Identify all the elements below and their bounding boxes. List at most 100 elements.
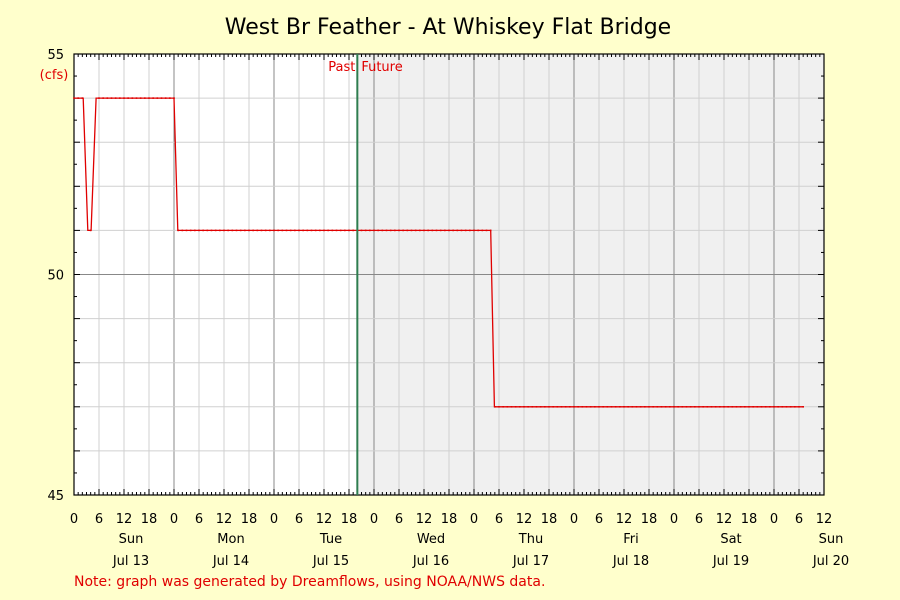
flow-point	[264, 229, 267, 232]
past-label: Past	[328, 60, 355, 75]
flow-point	[669, 406, 671, 408]
x-hour-label: 6	[595, 512, 603, 527]
flow-point	[144, 97, 146, 99]
weekday-label: Mon	[217, 532, 244, 547]
flow-point	[614, 406, 617, 408]
flow-point	[406, 229, 409, 232]
flow-point	[369, 229, 371, 232]
flow-point	[706, 406, 709, 408]
flow-point	[748, 406, 750, 408]
flow-point	[589, 406, 592, 408]
flow-point	[781, 406, 784, 408]
flow-point	[802, 406, 804, 408]
flow-point	[664, 406, 667, 408]
flow-point	[560, 406, 563, 408]
flow-point	[481, 229, 484, 232]
flow-point	[510, 406, 513, 408]
flow-point	[464, 229, 467, 232]
flow-point	[114, 97, 117, 99]
flow-point	[235, 229, 238, 232]
series-layer	[73, 97, 804, 408]
flow-point	[327, 229, 329, 232]
now-marker: Past Future	[328, 54, 403, 495]
flow-point	[148, 97, 150, 99]
flow-point	[373, 229, 375, 232]
flow-series-line	[74, 97, 804, 408]
flow-point	[189, 229, 192, 232]
flow-point	[452, 229, 454, 232]
flow-point	[502, 406, 504, 408]
flow-point	[289, 229, 292, 232]
flow-point	[581, 406, 584, 408]
flow-point	[181, 229, 184, 232]
flow-point	[723, 406, 725, 408]
flow-point	[160, 97, 163, 99]
flow-point	[456, 229, 459, 232]
flow-point	[469, 229, 471, 232]
flow-point	[731, 406, 734, 408]
flow-point	[102, 97, 104, 99]
flow-point	[360, 229, 363, 232]
flow-point	[223, 229, 225, 232]
flow-point	[477, 229, 479, 232]
flow-point	[269, 229, 271, 232]
flow-point	[177, 229, 179, 232]
x-hour-label: 12	[616, 512, 633, 527]
flow-point	[194, 229, 196, 232]
flow-point	[577, 406, 579, 408]
flow-point	[760, 406, 763, 408]
flow-point	[635, 406, 638, 408]
flow-point	[602, 406, 604, 408]
flow-point	[652, 406, 654, 408]
flow-point	[281, 229, 284, 232]
flow-point	[656, 406, 659, 408]
flow-point	[619, 406, 621, 408]
flow-point	[585, 406, 588, 408]
flow-point	[785, 406, 788, 408]
x-hour-label: 12	[516, 512, 533, 527]
x-hour-label: 0	[170, 512, 178, 527]
flow-point	[139, 97, 142, 99]
flow-point	[398, 229, 400, 232]
x-hour-label: 6	[795, 512, 803, 527]
weekday-label: Sun	[119, 532, 144, 547]
flow-point	[210, 229, 213, 232]
flow-point	[606, 406, 609, 408]
flow-point	[435, 229, 438, 232]
flow-point	[627, 406, 629, 408]
flow-point	[639, 406, 642, 408]
flow-point	[719, 406, 721, 408]
flow-point	[214, 229, 217, 232]
flow-point	[552, 406, 554, 408]
flow-point	[385, 229, 388, 232]
flow-point	[402, 229, 404, 232]
flow-point	[514, 406, 517, 408]
flow-point	[335, 229, 338, 232]
flow-point	[689, 406, 692, 408]
flow-point	[323, 229, 325, 232]
flow-point	[485, 229, 488, 232]
x-hour-label: 0	[470, 512, 478, 527]
flow-point	[231, 229, 234, 232]
axis-labels: 45 50 55 0 6 12 18 0 6 12 18 0 6 12 18 0 6 12 18 0 6 12 18 0 6 12…	[47, 48, 849, 569]
x-hour-label: 6	[95, 512, 103, 527]
flow-point	[260, 229, 263, 232]
flow-point	[794, 406, 796, 408]
flow-point	[648, 406, 650, 408]
date-label: Jul 16	[412, 554, 449, 569]
flow-point	[573, 406, 575, 408]
date-label: Jul 19	[712, 554, 749, 569]
flow-point	[685, 406, 688, 408]
flow-point	[777, 406, 779, 408]
flow-point	[631, 406, 634, 408]
flow-point	[494, 406, 496, 408]
flow-point	[473, 229, 475, 232]
flow-point	[294, 229, 296, 232]
x-hour-label: 18	[141, 512, 158, 527]
flow-point	[348, 229, 350, 232]
flow-point	[623, 406, 625, 408]
flow-point	[764, 406, 767, 408]
flow-point	[694, 406, 696, 408]
flow-point	[81, 97, 84, 99]
flow-point	[156, 97, 159, 99]
